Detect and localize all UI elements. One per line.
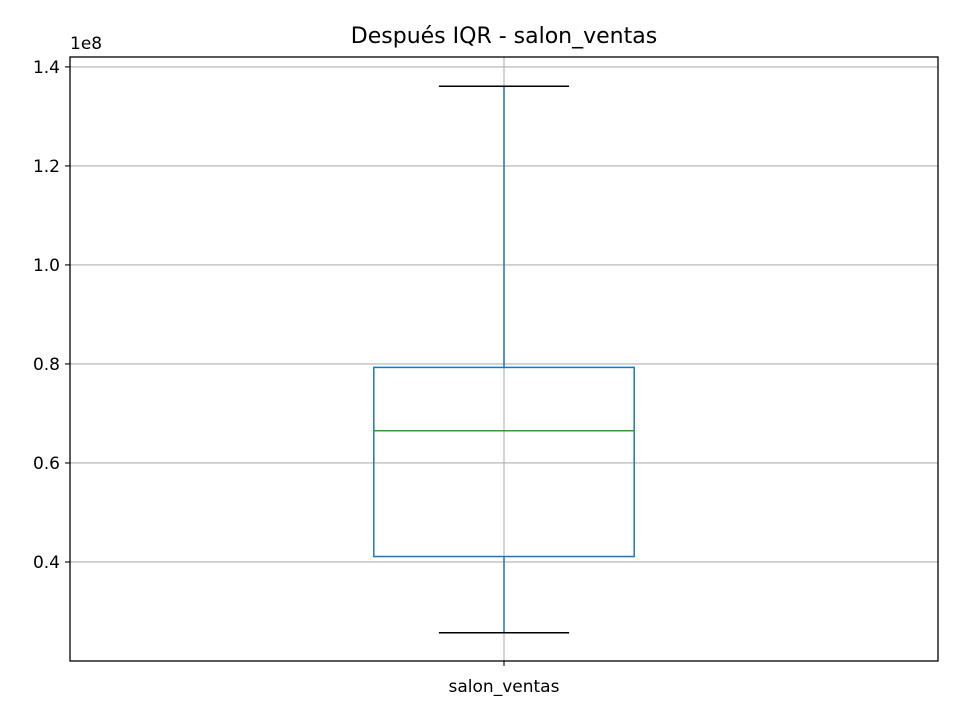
y-axis-scale-offset: 1e8 bbox=[70, 34, 102, 54]
y-tick-label: 1.4 bbox=[33, 58, 60, 78]
box-layer bbox=[373, 85, 635, 634]
y-tick-label: 0.8 bbox=[33, 355, 60, 375]
chart-title: Después IQR - salon_ventas bbox=[351, 24, 657, 49]
y-tick-label: 0.6 bbox=[33, 454, 60, 474]
y-tick-label: 1.2 bbox=[33, 157, 60, 177]
axis-layer: 0.4 0.6 0.8 1.0 1.2 1.4 salon_ventas bbox=[33, 58, 560, 697]
y-tick-label: 0.4 bbox=[33, 553, 60, 573]
x-tick-label: salon_ventas bbox=[449, 677, 560, 697]
iqr-box bbox=[373, 366, 635, 558]
y-tick-label: 1.0 bbox=[33, 256, 60, 276]
